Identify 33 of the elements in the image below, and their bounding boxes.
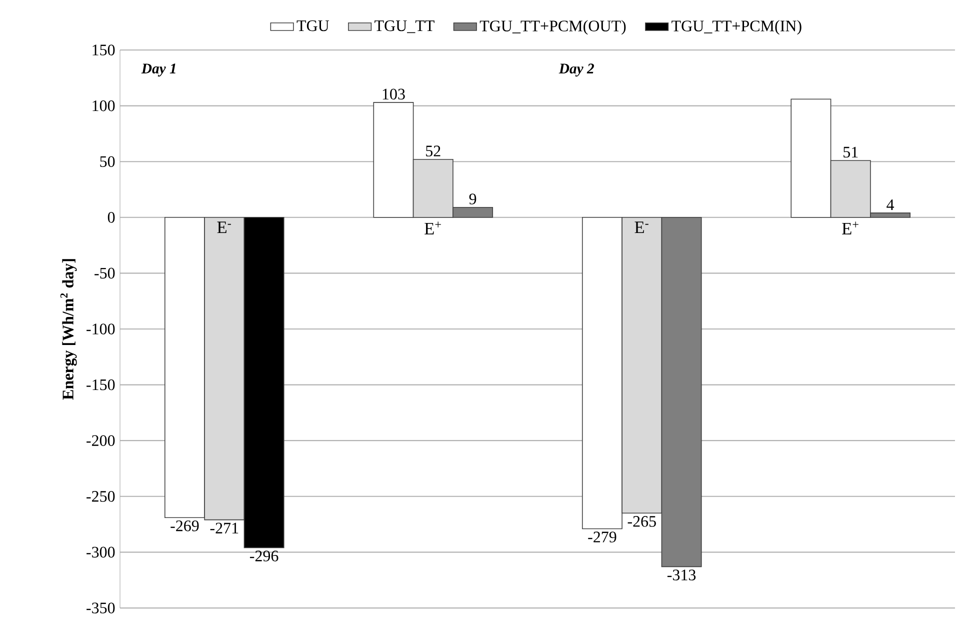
y-tick-label: -350 bbox=[86, 602, 115, 614]
data-label: -279 bbox=[588, 532, 616, 542]
annotation: Day 2 bbox=[558, 64, 594, 77]
data-label: 9 bbox=[469, 194, 476, 204]
y-axis-title: Energy [Wh/m$^{2}$ day] bbox=[60, 259, 77, 400]
y-tick-label: -250 bbox=[86, 490, 115, 502]
legend-label: TGU_TT bbox=[374, 20, 434, 34]
legend-label: TGU_TT+PCM(OUT) bbox=[480, 20, 626, 35]
y-tick-label: -200 bbox=[86, 435, 115, 446]
x-tick-label: E$^{-}$ bbox=[634, 222, 648, 234]
y-tick-label: 0 bbox=[108, 212, 115, 223]
y-tick-label: -100 bbox=[86, 324, 115, 334]
y-tick-label: -50 bbox=[94, 268, 115, 279]
y-tick-label: -150 bbox=[86, 379, 115, 390]
y-tick-label: 50 bbox=[100, 156, 115, 167]
data-label: 103 bbox=[382, 88, 405, 100]
annotation: Day 1 bbox=[141, 64, 176, 76]
y-tick-label: -300 bbox=[86, 546, 115, 558]
data-label: -271 bbox=[210, 522, 238, 534]
x-tick-label: E$^{-}$ bbox=[217, 222, 231, 234]
x-tick-label: E$^{+}$ bbox=[424, 222, 441, 234]
y-tick-label: 150 bbox=[92, 44, 115, 56]
legend-label: TGU bbox=[296, 20, 330, 32]
x-tick-label: E$^{+}$ bbox=[842, 222, 858, 234]
data-label: -265 bbox=[628, 516, 656, 527]
data-label: -296 bbox=[250, 550, 278, 562]
data-label: -313 bbox=[667, 570, 696, 580]
data-label: 51 bbox=[844, 146, 858, 158]
legend-label: TGU_TT+PCM(IN) bbox=[672, 20, 802, 35]
data-label: 52 bbox=[426, 146, 440, 156]
data-label: -269 bbox=[170, 520, 199, 532]
y-tick-label: 100 bbox=[92, 100, 115, 112]
data-label: 4 bbox=[886, 199, 894, 210]
